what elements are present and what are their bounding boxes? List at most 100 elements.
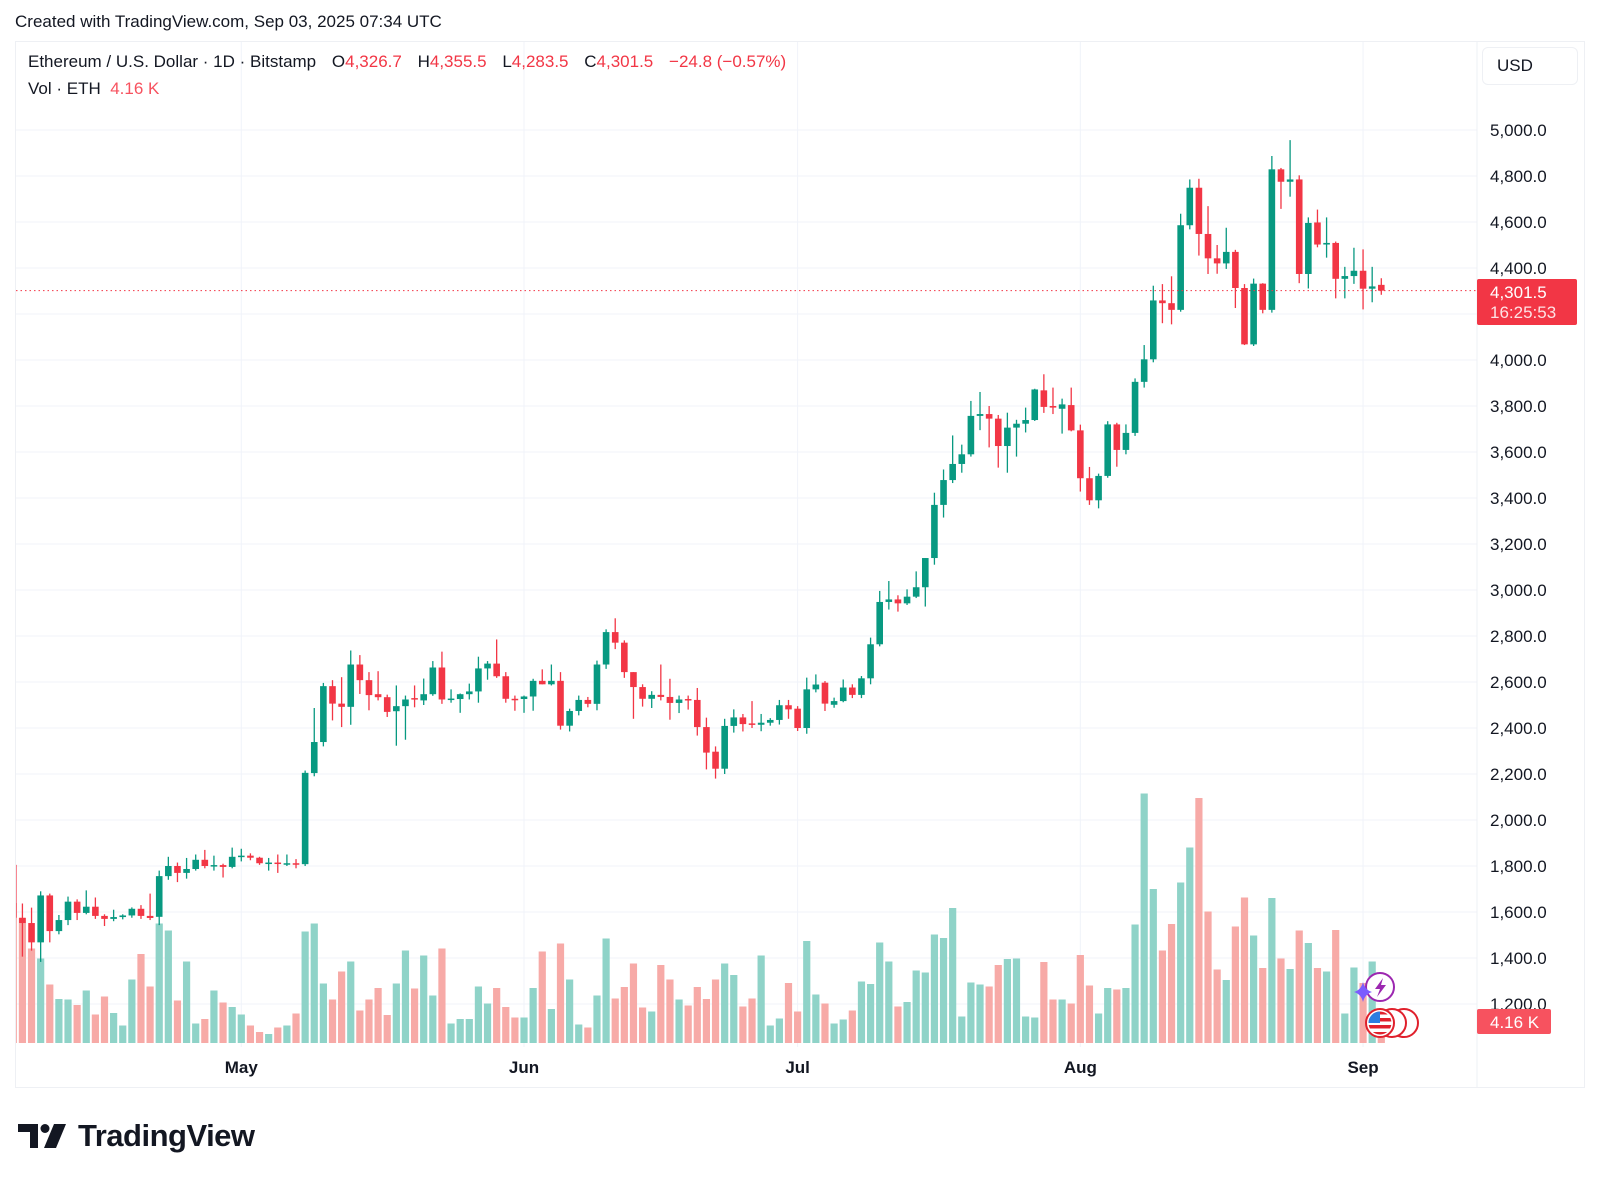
candle[interactable] [1341,266,1349,299]
us-flag-economic-event-icon[interactable] [1365,1008,1419,1038]
candle[interactable] [1067,387,1075,432]
candle[interactable] [994,414,1002,468]
candle[interactable] [383,694,391,717]
candle[interactable] [219,863,227,878]
candle[interactable] [821,681,829,711]
candle[interactable] [566,708,573,732]
candle[interactable] [602,629,610,669]
candle[interactable] [630,672,637,719]
candle[interactable] [402,695,409,740]
candle[interactable] [1195,178,1203,256]
candle[interactable] [849,684,856,699]
candle[interactable] [1323,217,1330,258]
candle[interactable] [803,677,811,734]
candle[interactable] [593,660,601,711]
candle[interactable] [28,907,35,951]
candle[interactable] [639,684,646,707]
candle[interactable] [584,696,592,708]
candle[interactable] [374,671,382,701]
candle[interactable] [1168,276,1175,325]
candle[interactable] [1359,249,1367,310]
candle[interactable] [146,893,154,921]
candle[interactable] [292,859,300,869]
price-axis[interactable]: 5,000.0 4,800.0 4,600.0 4,400.0 4,000.0 3,800… [1477,121,1577,1034]
candle[interactable] [320,682,327,747]
candle[interactable] [575,695,583,716]
candle[interactable] [730,709,738,733]
candle[interactable] [1295,175,1303,284]
symbol-title[interactable]: Ethereum / U.S. Dollar · 1D · Bitstamp [28,52,317,71]
candle[interactable] [310,707,318,777]
candle[interactable] [520,695,528,713]
candle[interactable] [794,706,801,731]
candle[interactable] [165,856,172,880]
candle[interactable] [1077,424,1084,492]
candle[interactable] [949,435,956,484]
candle[interactable] [1104,421,1111,478]
candle[interactable] [876,590,883,647]
candle[interactable] [1058,398,1066,434]
candle[interactable] [347,650,355,725]
candle[interactable] [894,595,902,612]
candle[interactable] [247,853,254,861]
candle[interactable] [940,469,947,518]
candle[interactable] [1204,206,1212,274]
candle[interactable] [694,687,701,736]
candle[interactable] [447,689,455,703]
candle[interactable] [228,847,236,869]
candle[interactable] [1268,155,1276,313]
candle[interactable] [301,770,309,866]
volume-label[interactable]: Vol · ETH [28,79,101,98]
candle[interactable] [721,718,728,774]
candle[interactable] [858,676,865,699]
candle[interactable] [958,444,966,473]
candle[interactable] [766,718,774,726]
candle[interactable] [1378,278,1385,295]
candle[interactable] [739,713,747,732]
candle[interactable] [338,677,345,728]
candle[interactable] [456,693,464,713]
candle[interactable] [529,678,537,711]
candle[interactable] [1113,422,1121,467]
candle[interactable] [666,678,674,720]
candle[interactable] [931,492,938,565]
candle[interactable] [538,669,546,685]
candle[interactable] [1013,419,1020,457]
candle[interactable] [82,890,90,915]
candle[interactable] [1049,387,1057,415]
candle[interactable] [502,672,510,703]
candle[interactable] [1314,209,1321,248]
candle[interactable] [92,897,99,919]
candle[interactable] [1122,424,1130,455]
candle[interactable] [329,680,336,721]
candle[interactable] [1177,213,1184,312]
candle[interactable] [192,854,199,871]
candle[interactable] [1159,284,1166,324]
candle[interactable] [976,391,984,431]
candle[interactable] [839,679,847,703]
candle[interactable] [1040,374,1048,413]
candle[interactable] [1286,140,1294,197]
candle[interactable] [985,406,993,448]
time-axis[interactable]: May Jun Jul Aug Sep [225,1058,1379,1077]
candle[interactable] [1140,345,1148,388]
candle[interactable] [1186,179,1194,230]
candle[interactable] [201,849,209,869]
candle[interactable] [10,863,17,922]
candle[interactable] [1232,249,1239,309]
candle[interactable] [256,856,263,865]
candle[interactable] [438,651,446,704]
candle[interactable] [1350,247,1358,284]
candle[interactable] [1305,217,1312,289]
candle[interactable] [1259,283,1267,314]
candle[interactable] [1277,167,1285,209]
currency-button[interactable]: USD [1482,47,1578,85]
candle[interactable] [274,854,282,873]
candle[interactable] [283,854,291,867]
candle[interactable] [265,857,272,871]
candle[interactable] [128,907,136,918]
candle[interactable] [611,618,619,650]
candle[interactable] [684,695,692,710]
candle[interactable] [420,678,427,705]
